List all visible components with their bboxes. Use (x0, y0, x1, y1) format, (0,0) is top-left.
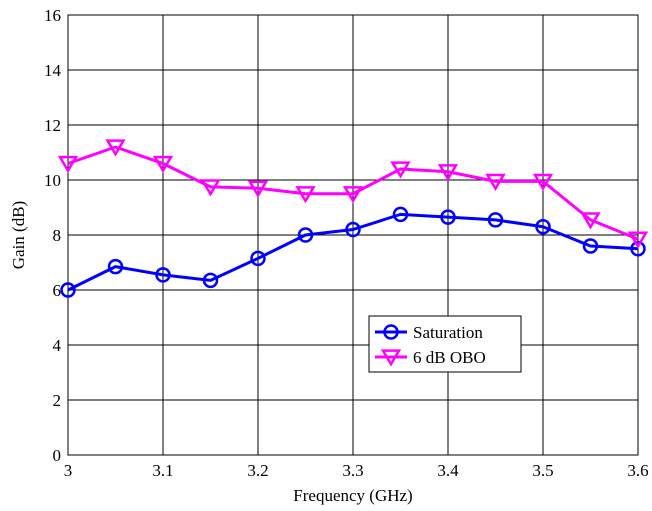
data-point-6-db-obo (295, 186, 316, 204)
data-point-saturation (155, 267, 171, 283)
data-point-saturation (630, 241, 646, 257)
series-layer (57, 139, 649, 298)
data-point-6-db-obo (437, 164, 459, 182)
data-point-6-db-obo (485, 173, 506, 192)
data-point-saturation (202, 272, 219, 289)
data-point-saturation (297, 227, 314, 243)
series-6-db-obo (57, 139, 649, 249)
y-tick-label: 16 (44, 6, 61, 25)
y-tick-label: 12 (44, 116, 61, 135)
data-point-saturation (487, 212, 504, 228)
series-line-saturation (67, 212, 639, 292)
y-tick-label: 8 (53, 226, 62, 245)
legend-label-6-db-obo: 6 dB OBO (413, 348, 486, 367)
x-axis-label: Frequency (GHz) (293, 486, 412, 505)
data-point-6-db-obo (580, 212, 601, 230)
legend: Saturation 6 dB OBO (368, 315, 522, 373)
data-point-6-db-obo (390, 161, 411, 179)
data-point-6-db-obo (532, 173, 554, 192)
y-tick-label: 4 (53, 336, 62, 355)
data-point-6-db-obo (200, 179, 221, 197)
axis-ticks: 3 3.1 3.2 3.3 3.4 3.5 3.6 0 2 4 6 8 10 12 14 16 (44, 6, 649, 480)
data-point-saturation (345, 221, 361, 238)
legend-label-saturation: Saturation (413, 323, 483, 342)
series-saturation (60, 206, 646, 298)
data-point-saturation (107, 258, 124, 275)
y-tick-label: 6 (53, 281, 62, 300)
x-tick-label: 3.3 (342, 461, 363, 480)
x-tick-label: 3.4 (437, 461, 459, 480)
data-point-saturation (392, 206, 409, 223)
data-point-6-db-obo (247, 180, 269, 198)
data-point-saturation (250, 250, 266, 267)
y-tick-label: 14 (44, 61, 62, 80)
y-tick-label: 0 (53, 446, 62, 465)
legend-marker-saturation (383, 324, 399, 340)
x-tick-label: 3 (64, 461, 73, 480)
y-axis-label: Gain (dB) (9, 201, 28, 269)
data-point-saturation (535, 219, 551, 235)
x-tick-label: 3.5 (532, 461, 553, 480)
data-point-6-db-obo (105, 139, 126, 157)
data-point-saturation (582, 238, 599, 254)
x-tick-label: 3.6 (627, 461, 648, 480)
data-point-6-db-obo (627, 231, 649, 249)
data-point-6-db-obo (342, 186, 364, 204)
y-tick-label: 2 (53, 391, 62, 410)
legend-marker-6-db-obo (380, 349, 402, 367)
x-tick-label: 3.1 (152, 461, 173, 480)
data-point-6-db-obo (57, 155, 79, 174)
y-tick-label: 10 (44, 171, 61, 190)
data-point-saturation (60, 282, 76, 298)
series-line-6-db-obo (67, 145, 639, 241)
data-point-6-db-obo (152, 155, 174, 174)
data-point-saturation (440, 209, 456, 225)
x-tick-label: 3.2 (247, 461, 268, 480)
